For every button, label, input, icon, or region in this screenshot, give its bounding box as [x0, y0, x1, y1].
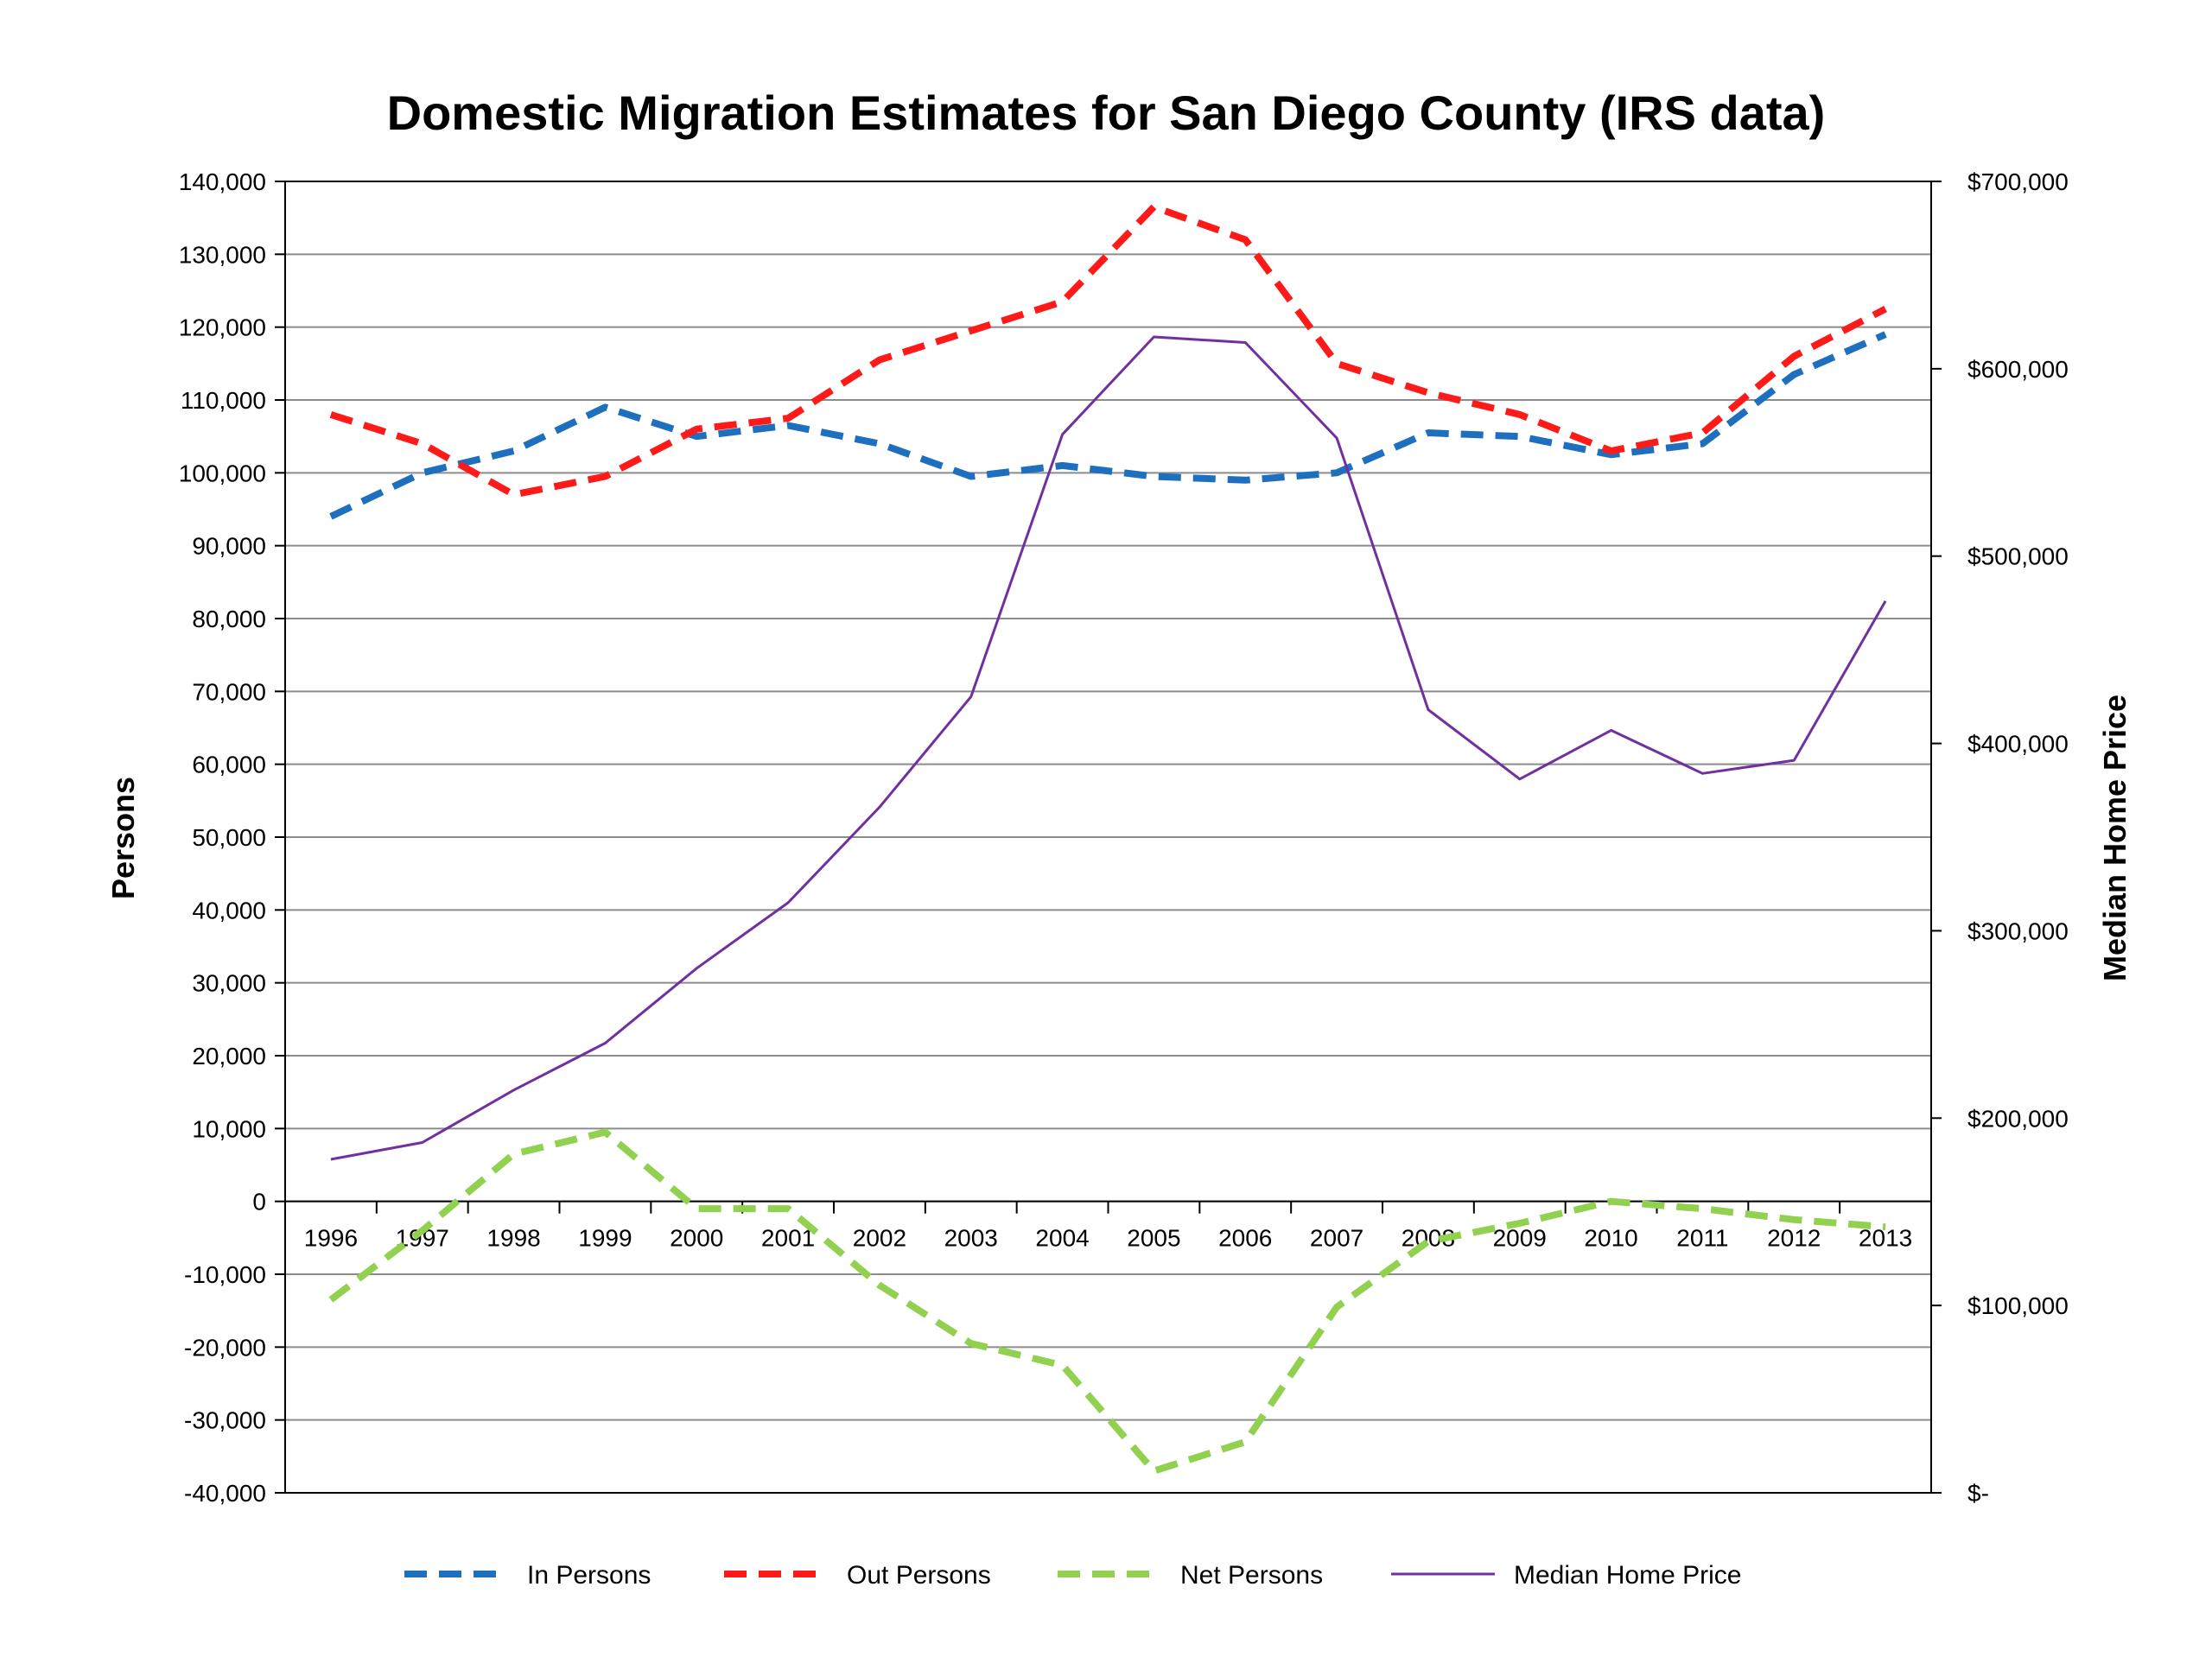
y-tick-label: -40,000 — [184, 1480, 266, 1507]
chart-title: Domestic Migration Estimates for San Die… — [387, 86, 1826, 140]
axes — [275, 181, 1942, 1494]
y-tick-label: -30,000 — [184, 1407, 266, 1434]
y-tick-label: 10,000 — [192, 1115, 266, 1142]
y-tick-label: 140,000 — [179, 168, 266, 195]
x-tick-label: 2001 — [761, 1225, 815, 1252]
y-tick-label: 60,000 — [192, 752, 266, 778]
x-tick-label: 2013 — [1859, 1225, 1912, 1252]
legend-item-net-persons: Net Persons — [1058, 1561, 1323, 1590]
legend-label: Out Persons — [847, 1561, 991, 1590]
y-tick-label: -20,000 — [184, 1334, 266, 1361]
legend-item-median-home-price: Median Home Price — [1391, 1561, 1741, 1590]
y-tick-label: 30,000 — [192, 970, 266, 997]
x-tick-label: 2000 — [670, 1225, 723, 1252]
series-line-in-persons — [329, 331, 1887, 520]
y-tick-label: 0 — [252, 1189, 266, 1216]
y-tick-label: 100,000 — [179, 460, 266, 486]
x-tick-label: 2005 — [1127, 1225, 1180, 1252]
y-tick-label: 50,000 — [192, 824, 266, 851]
series-line-net-persons — [328, 1128, 1886, 1475]
x-tick-label: 2006 — [1218, 1225, 1272, 1252]
y-tick-label: 20,000 — [192, 1043, 266, 1070]
y2-axis-title: Median Home Price — [2097, 695, 2133, 981]
legend: In Persons Out Persons Net Persons Median H… — [404, 1561, 1741, 1590]
y-tick-label: -10,000 — [184, 1261, 266, 1288]
gridlines — [285, 181, 1931, 1494]
y2-tick-label: $600,000 — [1967, 356, 2069, 383]
y-tick-label: 110,000 — [181, 387, 266, 414]
y2-tick-label: $300,000 — [1967, 917, 2069, 944]
legend-label: In Persons — [527, 1561, 651, 1590]
legend-label: Median Home Price — [1514, 1561, 1741, 1590]
x-tick-label: 2007 — [1310, 1225, 1363, 1252]
x-tick-label: 2004 — [1035, 1225, 1089, 1252]
x-tick-label: 1999 — [578, 1225, 632, 1252]
x-tick-label: 1998 — [486, 1225, 540, 1252]
y2-tick-label: $200,000 — [1967, 1105, 2069, 1132]
tick-labels: 140,000 130,000 120,000 110,000 100,000 90,00… — [179, 168, 2069, 1507]
legend-item-in-persons: In Persons — [404, 1561, 651, 1590]
series-line-out-persons — [329, 203, 1887, 498]
x-tick-label: 2011 — [1676, 1225, 1728, 1252]
legend-item-out-persons: Out Persons — [724, 1561, 991, 1590]
x-tick-label: 2003 — [944, 1225, 998, 1252]
legend-label: Net Persons — [1180, 1561, 1323, 1590]
y-tick-label: 120,000 — [179, 314, 266, 341]
y-tick-label: 130,000 — [179, 241, 266, 268]
y-tick-label: 80,000 — [192, 606, 266, 632]
y-tick-label: 40,000 — [192, 897, 266, 924]
y2-tick-label: $700,000 — [1967, 168, 2069, 195]
y2-tick-label: $400,000 — [1967, 731, 2069, 758]
y-tick-label: 90,000 — [192, 533, 266, 560]
y2-tick-label: $100,000 — [1967, 1292, 2069, 1319]
x-tick-label: 2009 — [1493, 1225, 1547, 1252]
x-tick-label: 2002 — [853, 1225, 906, 1252]
y-tick-label: 70,000 — [192, 678, 266, 705]
series-line-median-home-price — [330, 335, 1887, 1161]
series-lines — [328, 203, 1887, 1475]
x-tick-label: 2012 — [1767, 1225, 1821, 1252]
y2-tick-label: $- — [1967, 1480, 1989, 1507]
y-axis-title: Persons — [105, 777, 141, 899]
x-tick-label: 1996 — [304, 1225, 358, 1252]
y2-tick-label: $500,000 — [1967, 543, 2069, 570]
x-tick-label: 2010 — [1584, 1225, 1637, 1252]
